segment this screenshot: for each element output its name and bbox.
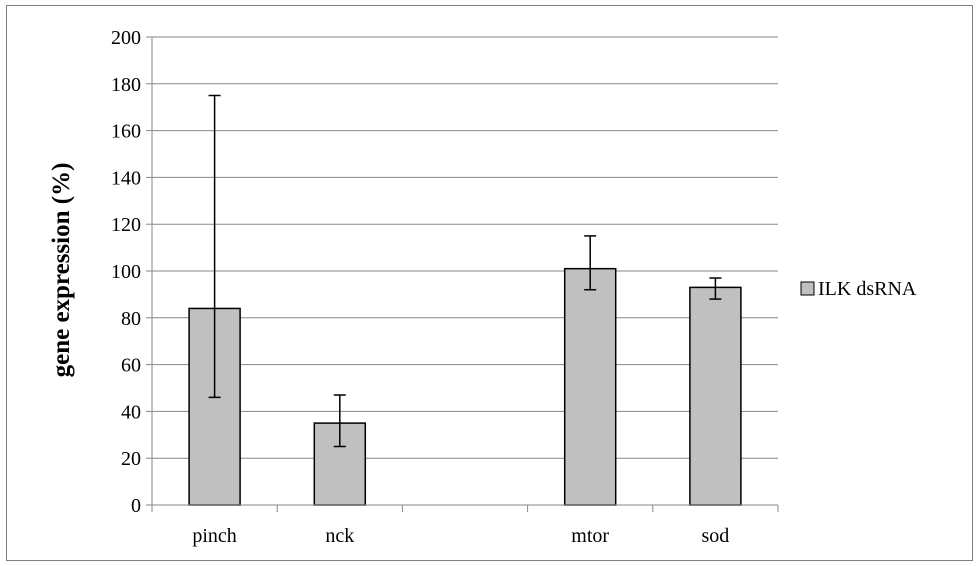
y-tick-label: 200	[111, 27, 141, 49]
y-tick-label: 120	[111, 214, 141, 236]
legend: ILK dsRNA	[800, 278, 917, 300]
axes	[146, 36, 779, 512]
x-tick-labels: pinch nck mtor sod	[192, 525, 729, 547]
y-tick-label: 40	[121, 401, 141, 423]
bars	[188, 267, 742, 506]
y-tick-label: 140	[111, 167, 141, 189]
x-tick-label: sod	[702, 525, 730, 547]
gridlines	[152, 36, 778, 459]
legend-swatch	[800, 281, 815, 296]
y-tick-label: 20	[121, 448, 141, 470]
x-tick-label: mtor	[571, 525, 609, 547]
y-tick-label: 80	[121, 308, 141, 330]
legend-label: ILK dsRNA	[818, 278, 917, 300]
bar	[563, 267, 617, 506]
y-tick-label: 180	[111, 74, 141, 96]
y-tick-label: 60	[121, 355, 141, 377]
x-tick-label: pinch	[192, 525, 236, 547]
error-bars	[208, 94, 722, 448]
bar	[689, 286, 742, 506]
y-tick-label: 0	[131, 495, 141, 517]
y-tick-labels: 0 20 40 60 80 100 120 140 160 180 200	[111, 27, 141, 517]
y-axis-label: gene expression (%)	[48, 163, 75, 378]
y-tick-label: 160	[111, 121, 141, 143]
x-tick-label: nck	[325, 525, 354, 547]
y-tick-label: 100	[111, 261, 141, 283]
